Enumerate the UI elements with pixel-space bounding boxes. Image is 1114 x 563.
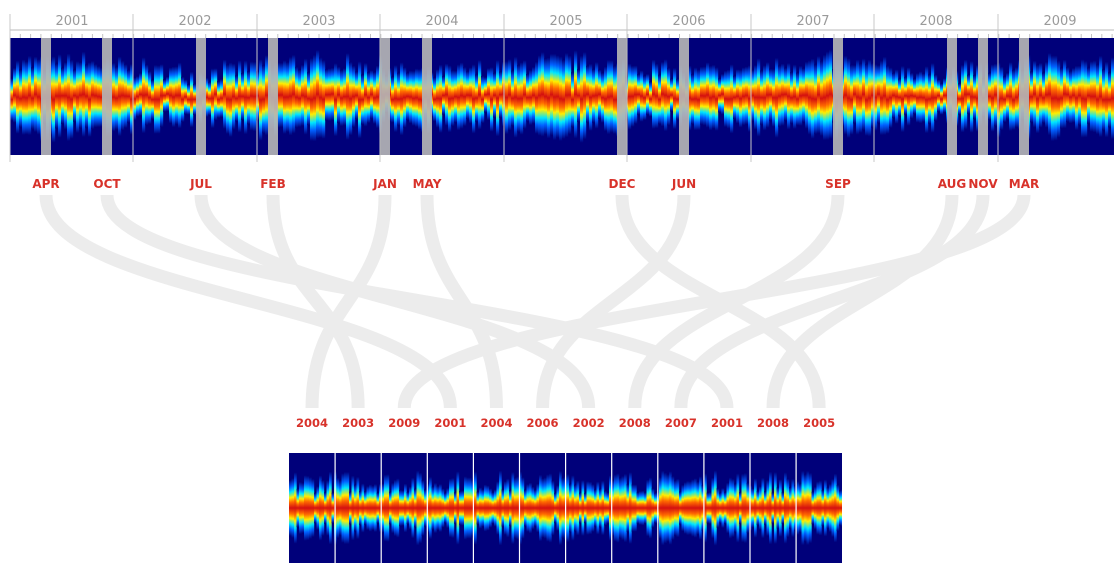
excerpt-heatmap xyxy=(289,453,842,563)
excerpt-year-label: 2009 xyxy=(388,416,420,430)
month-label: MAR xyxy=(1009,177,1039,191)
connection-ribbon xyxy=(266,194,365,409)
month-marker xyxy=(1019,38,1029,155)
month-marker xyxy=(422,38,432,155)
year-label: 2002 xyxy=(178,14,211,29)
timeline-heatmap xyxy=(10,38,1114,155)
year-label: 2008 xyxy=(919,14,952,29)
month-label: SEP xyxy=(825,177,851,191)
excerpt-year-label: 2004 xyxy=(296,416,328,430)
month-marker xyxy=(679,38,689,155)
year-label: 2003 xyxy=(302,14,335,29)
month-label: MAY xyxy=(413,177,442,191)
year-label: 2004 xyxy=(425,14,458,29)
month-marker xyxy=(978,38,988,155)
month-marker xyxy=(833,38,843,155)
excerpt-year-label: 2004 xyxy=(480,416,512,430)
month-label: APR xyxy=(32,177,59,191)
excerpt-year-label: 2006 xyxy=(527,416,559,430)
month-markers xyxy=(41,38,1029,155)
month-marker xyxy=(947,38,957,155)
year-label: 2007 xyxy=(796,14,829,29)
month-label: AUG xyxy=(938,177,967,191)
month-label: OCT xyxy=(93,177,121,191)
excerpt-year-label: 2001 xyxy=(711,416,743,430)
month-marker xyxy=(268,38,278,155)
month-label: JAN xyxy=(372,177,397,191)
excerpt-year-label: 2003 xyxy=(342,416,374,430)
excerpt-year-label: 2005 xyxy=(803,416,835,430)
connection-ribbon xyxy=(194,194,596,409)
connection-ribbon xyxy=(766,194,959,409)
excerpt-year-label: 2008 xyxy=(757,416,789,430)
excerpt-year-label: 2002 xyxy=(573,416,605,430)
month-marker xyxy=(102,38,112,155)
month-marker xyxy=(196,38,206,155)
excerpt-dividers xyxy=(334,453,797,563)
year-label: 2009 xyxy=(1043,14,1076,29)
month-label: DEC xyxy=(609,177,636,191)
year-ticks xyxy=(9,29,1114,38)
month-marker xyxy=(380,38,390,155)
month-label: JUL xyxy=(189,177,212,191)
connection-ribbon xyxy=(420,194,503,409)
excerpt-year-labels: 2004 2003 2009 2001 2004 2006 2002 2008 2007 2001… xyxy=(296,416,835,430)
connection-ribbon xyxy=(674,194,990,409)
year-label: 2006 xyxy=(672,14,705,29)
month-labels: APR OCT JUL FEB JAN MAY DEC JUN SEP AUG NOV MAR xyxy=(32,177,1039,191)
year-label: 2005 xyxy=(549,14,582,29)
connection-ribbons xyxy=(39,193,1031,409)
connection-ribbon xyxy=(536,194,691,409)
year-labels: 2001 2002 2003 2004 2005 2006 2007 2008 2009 xyxy=(55,14,1076,29)
connection-ribbon xyxy=(305,194,392,409)
month-label: FEB xyxy=(260,177,286,191)
excerpt-year-label: 2007 xyxy=(665,416,697,430)
month-label: JUN xyxy=(671,177,696,191)
month-label: NOV xyxy=(968,177,998,191)
year-label: 2001 xyxy=(55,14,88,29)
month-marker xyxy=(41,38,51,155)
connection-ribbon xyxy=(397,193,1031,409)
excerpt-year-label: 2001 xyxy=(434,416,466,430)
excerpt-year-label: 2008 xyxy=(619,416,651,430)
month-marker xyxy=(617,38,627,155)
